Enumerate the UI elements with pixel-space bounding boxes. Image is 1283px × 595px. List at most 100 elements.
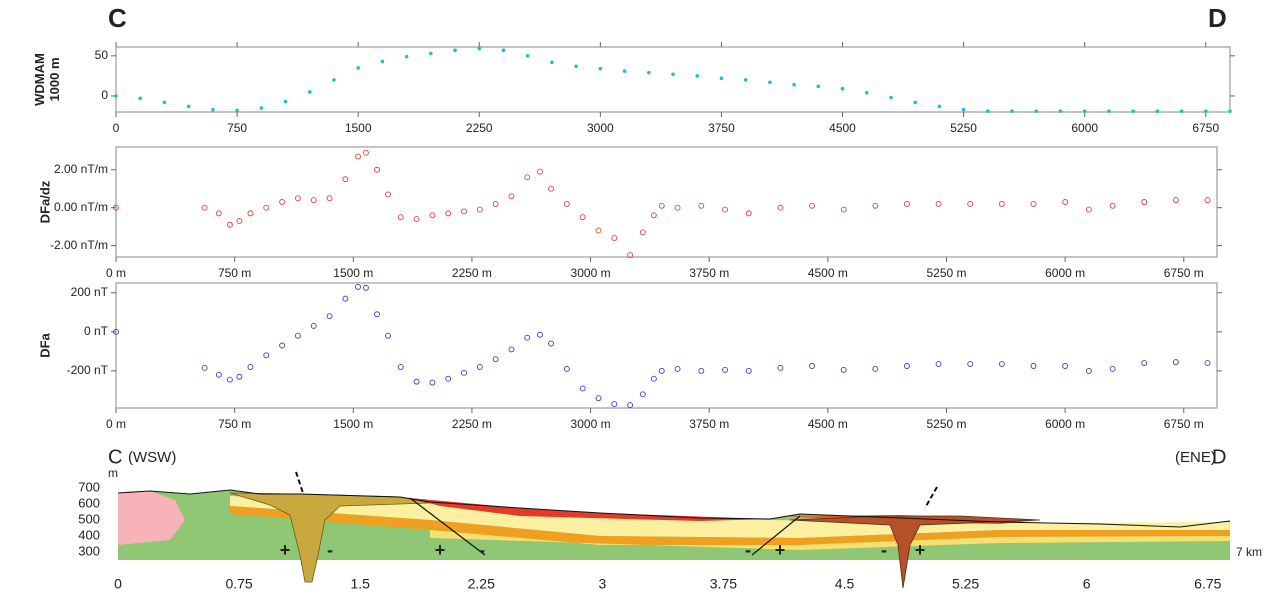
data-point: [326, 313, 333, 320]
data-point: [525, 54, 530, 58]
data-point: [598, 66, 603, 71]
data-point: [1062, 199, 1069, 205]
granite: [118, 491, 185, 545]
section-x-tick-label: 6.75: [1194, 576, 1221, 592]
data-point: [235, 108, 239, 113]
y-tick-label: 200 nT: [71, 285, 109, 299]
data-point: [574, 64, 578, 69]
x-tick-label: 6750: [1192, 121, 1219, 135]
section-x-tick-label: 0.75: [225, 576, 252, 592]
y-unit: m: [108, 466, 118, 480]
data-point: [138, 96, 143, 101]
data-point: [1030, 200, 1037, 207]
data-point: [1204, 360, 1211, 367]
section-y-tick-label: 500: [78, 511, 100, 526]
data-point: [307, 90, 312, 94]
data-point: [501, 48, 506, 53]
data-point: [404, 54, 409, 59]
x-tick-label: 3750: [708, 121, 735, 135]
x-tick-label: 0: [113, 121, 120, 135]
y-axis-label: 1000 m: [47, 57, 62, 101]
section-end: D: [1212, 446, 1226, 468]
intrusion-east: [789, 515, 1041, 589]
data-point: [226, 221, 233, 228]
data-point: [998, 361, 1005, 368]
data-point: [259, 106, 264, 110]
section-x-tick-label: 1.5: [350, 576, 370, 592]
data-point: [362, 149, 369, 156]
data-point: [595, 227, 602, 234]
y-tick-label: 2.00 nT/m: [54, 162, 108, 176]
data-point: [563, 365, 570, 372]
x-tick-label: 4500 m: [808, 266, 848, 280]
data-point: [1204, 197, 1211, 204]
x-tick-label: 3750 m: [689, 266, 729, 280]
data-point: [113, 204, 119, 211]
data-point: [840, 366, 847, 373]
data-point: [201, 204, 208, 211]
data-point: [658, 367, 665, 374]
x-tick-label: 1500 m: [333, 266, 373, 280]
polarity-sign: -: [327, 540, 333, 560]
data-point: [476, 364, 483, 370]
x-tick-label: 6000: [1071, 121, 1098, 135]
data-point: [872, 365, 879, 372]
polarity-sign: -: [479, 540, 485, 560]
data-point: [840, 86, 845, 91]
layer-yellow: [430, 530, 1230, 550]
data-point: [1228, 109, 1232, 113]
data-point: [674, 365, 681, 372]
surface: [117, 489, 1231, 528]
layer-orange: [230, 506, 1230, 545]
data-point: [476, 206, 483, 213]
fault-dashed: [295, 471, 304, 494]
data-point: [722, 366, 728, 373]
data-point: [326, 195, 333, 202]
data-point: [889, 95, 893, 100]
data-point: [429, 379, 436, 386]
data-point: [374, 311, 380, 318]
x-tick-label: 1500 m: [333, 417, 373, 431]
data-point: [279, 342, 286, 349]
data-point: [639, 229, 646, 236]
data-point: [1107, 109, 1111, 113]
data-point: [792, 82, 796, 87]
data-point: [548, 185, 554, 192]
data-point: [310, 197, 317, 204]
y-axis-label: WDMAM: [32, 53, 47, 106]
y-axis-label: DFa: [37, 332, 52, 357]
data-point: [986, 109, 990, 113]
x-tick-label: 6000 m: [1045, 417, 1085, 431]
cross-section-drawing: [117, 471, 1231, 589]
x-tick-label: 3000: [587, 121, 614, 135]
data-point: [698, 367, 705, 374]
data-point: [113, 328, 119, 335]
data-point: [872, 202, 879, 209]
data-point: [247, 210, 254, 217]
data-point: [536, 168, 543, 175]
data-point: [247, 364, 254, 370]
data-point: [263, 204, 270, 211]
data-point: [279, 199, 286, 205]
direction-west: (WSW): [128, 449, 176, 466]
data-point: [698, 202, 705, 209]
polarity-sign: -: [881, 540, 887, 560]
data-point: [913, 100, 917, 105]
polarity-sign: -: [745, 540, 751, 560]
section-x-tick-label: 6: [1083, 576, 1091, 592]
data-point: [1141, 199, 1148, 205]
data-point: [967, 200, 974, 207]
x-tick-label: 2250 m: [452, 417, 492, 431]
y-axis-label: DFa/dz: [37, 180, 52, 223]
data-point: [374, 166, 380, 173]
data-point: [864, 90, 869, 95]
data-point: [743, 78, 748, 82]
data-point: [627, 402, 634, 409]
plot-frame: [115, 46, 1231, 113]
profile-end: D: [1208, 3, 1227, 33]
data-point: [935, 200, 942, 207]
x-unit: 7 km: [1236, 545, 1262, 559]
data-point: [671, 72, 675, 77]
data-point: [186, 104, 191, 109]
data-point: [380, 59, 385, 64]
